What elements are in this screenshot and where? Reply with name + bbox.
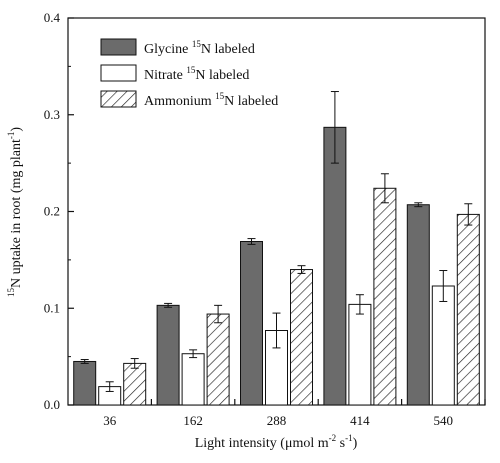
x-tick-label: 288 bbox=[267, 413, 287, 428]
x-tick-label: 540 bbox=[434, 413, 454, 428]
bar-ammonium-540 bbox=[456, 213, 480, 406]
error-bar-glycine-288 bbox=[247, 238, 256, 245]
y-tick-label: 0.2 bbox=[44, 204, 60, 219]
x-tick-label: 36 bbox=[103, 413, 117, 428]
error-bar-glycine-162 bbox=[164, 302, 173, 308]
x-axis-title: Light intensity (μmol m-2 s-1) bbox=[195, 433, 358, 451]
bar-nitrate-414 bbox=[348, 303, 372, 406]
x-ticks-layer: 36 162 288 414 540 bbox=[103, 399, 486, 428]
bar-ammonium-414 bbox=[373, 187, 397, 406]
bar-nitrate-540 bbox=[431, 285, 455, 406]
y-tick-label: 0.1 bbox=[44, 300, 60, 315]
bar-glycine-36 bbox=[73, 360, 97, 406]
bar-ammonium-162 bbox=[206, 313, 230, 406]
legend-swatch-nitrate bbox=[100, 64, 137, 82]
bar-ammonium-288 bbox=[290, 269, 313, 406]
error-bar-ammonium-540 bbox=[464, 203, 473, 226]
x-tick-label: 162 bbox=[183, 413, 203, 428]
y-tick-label: 0.3 bbox=[44, 107, 60, 122]
bars-layer bbox=[73, 91, 480, 406]
bar-glycine-414 bbox=[323, 126, 347, 406]
legend: Glycine 15N labeled Nitrate 15N labeled … bbox=[100, 38, 278, 109]
error-bar-ammonium-288 bbox=[297, 265, 306, 274]
bar-glycine-162 bbox=[156, 304, 180, 406]
bar-ammonium-36 bbox=[123, 362, 147, 406]
bar-glycine-288 bbox=[240, 240, 263, 406]
error-bar-nitrate-36 bbox=[105, 381, 114, 392]
legend-swatch-glycine bbox=[100, 38, 137, 56]
error-bar-ammonium-36 bbox=[130, 358, 139, 369]
error-bar-glycine-414 bbox=[330, 91, 339, 164]
y-tick-label: 0.4 bbox=[44, 10, 61, 25]
bar-nitrate-162 bbox=[181, 353, 205, 406]
error-bar-ammonium-162 bbox=[214, 304, 223, 324]
y-ticks-layer: 0.0 0.1 0.2 0.3 0.4 bbox=[44, 10, 74, 412]
legend-label-ammonium: Ammonium 15N labeled bbox=[144, 91, 278, 109]
y-axis-title: 15N uptake in root (mg plant-1) bbox=[6, 127, 24, 297]
error-bar-nitrate-162 bbox=[189, 349, 198, 359]
error-bar-nitrate-540 bbox=[439, 270, 448, 302]
error-bar-nitrate-288 bbox=[272, 312, 281, 349]
legend-label-glycine: Glycine 15N labeled bbox=[144, 39, 255, 57]
error-bar-glycine-36 bbox=[80, 359, 89, 364]
error-bar-nitrate-414 bbox=[355, 294, 364, 315]
error-bar-glycine-540 bbox=[414, 202, 423, 208]
y-tick-label: 0.0 bbox=[44, 397, 60, 412]
legend-swatch-ammonium bbox=[100, 90, 137, 108]
bar-glycine-540 bbox=[406, 204, 430, 406]
legend-label-nitrate: Nitrate 15N labeled bbox=[144, 65, 249, 83]
error-bar-ammonium-414 bbox=[380, 173, 389, 204]
x-tick-label: 414 bbox=[350, 413, 370, 428]
